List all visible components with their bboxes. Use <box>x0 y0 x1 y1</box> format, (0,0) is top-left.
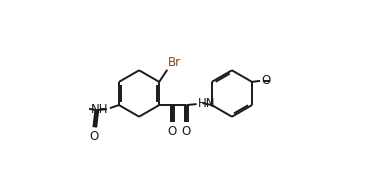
Text: NH: NH <box>91 103 108 116</box>
Text: Br: Br <box>168 56 181 69</box>
Text: O: O <box>182 125 191 138</box>
Text: O: O <box>168 125 177 138</box>
Text: HN: HN <box>197 97 215 110</box>
Text: O: O <box>261 74 270 87</box>
Text: O: O <box>89 130 98 143</box>
